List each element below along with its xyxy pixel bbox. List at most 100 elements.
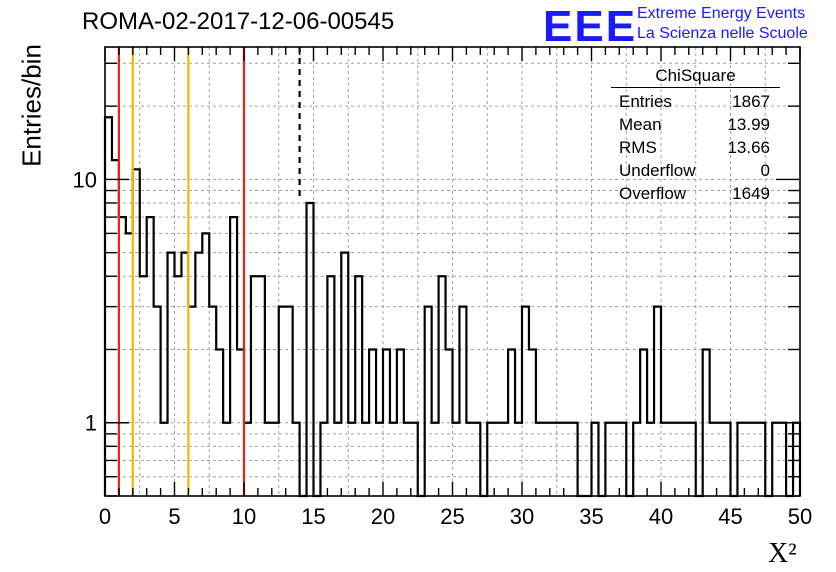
stats-label: RMS — [619, 138, 657, 157]
histogram-bin — [272, 423, 279, 496]
histogram-bin — [640, 349, 647, 496]
histogram-bin — [737, 423, 744, 496]
histogram-bin — [376, 423, 383, 496]
stats-box: ChiSquare Entries 1867 Mean 13.99 RMS 13.66… — [611, 66, 780, 205]
stats-row: RMS 13.66 — [611, 136, 780, 159]
histogram-bin — [473, 423, 480, 496]
histogram-bin — [744, 423, 751, 496]
stats-value: 13.99 — [727, 115, 770, 134]
stats-label: Underflow — [619, 161, 696, 180]
histogram-bin — [550, 423, 557, 496]
histogram-bin — [724, 423, 731, 496]
histogram-bin — [161, 423, 168, 496]
eee-logo: EEE — [543, 2, 638, 51]
y-tick-label: 1 — [85, 411, 97, 436]
histogram-bin — [195, 253, 202, 496]
x-tick-label: 5 — [168, 504, 180, 529]
y-tick-label: 10 — [73, 167, 97, 192]
histogram-bin — [605, 423, 612, 496]
histogram-bin — [175, 276, 182, 496]
histogram-bin — [522, 307, 529, 496]
histogram-bin — [209, 307, 216, 496]
chart-title: ROMA-02-2017-12-06-00545 — [82, 8, 395, 35]
histogram-bin — [168, 253, 175, 496]
stats-value: 1649 — [732, 184, 770, 203]
histogram-bin — [140, 276, 147, 496]
histogram-bin — [633, 423, 640, 496]
stats-row: Entries 1867 — [611, 90, 780, 113]
x-tick-label: 0 — [99, 504, 111, 529]
histogram-bin — [543, 423, 550, 496]
histogram-bin — [348, 423, 355, 496]
histogram-bin — [202, 233, 209, 496]
x-tick-label: 15 — [301, 504, 325, 529]
histogram-bin — [557, 423, 564, 496]
stats-label: Entries — [619, 92, 672, 111]
histogram-bin — [758, 423, 765, 496]
histogram-bin — [362, 423, 369, 496]
y-axis-label: Entries/bin — [16, 44, 47, 167]
histogram-bin — [293, 423, 300, 496]
histogram-bin — [320, 423, 327, 496]
histogram-bin — [571, 423, 578, 496]
histogram-bin — [508, 349, 515, 496]
histogram-bin — [612, 423, 619, 496]
histogram-bin — [453, 423, 460, 496]
stats-label: Mean — [619, 115, 662, 134]
histogram-bin — [494, 423, 501, 496]
histogram-bin — [147, 217, 154, 496]
stats-label: Overflow — [619, 184, 687, 203]
histogram-bin — [223, 423, 230, 496]
histogram-bin — [529, 349, 536, 496]
histogram-bin — [446, 349, 453, 496]
x-tick-label: 25 — [440, 504, 464, 529]
stats-value: 0 — [760, 161, 770, 180]
histogram-bin — [710, 423, 717, 496]
histogram-bin — [675, 423, 682, 496]
histogram-bin — [751, 423, 758, 496]
histogram-bin — [689, 423, 696, 496]
x-tick-label: 45 — [718, 504, 742, 529]
x-axis-label: X² — [768, 538, 797, 569]
histogram-bin — [397, 349, 404, 496]
histogram-bin — [619, 423, 626, 496]
stats-value: 1867 — [732, 92, 770, 111]
histogram-bin — [661, 423, 668, 496]
histogram-bin — [564, 423, 571, 496]
histogram-bin — [327, 276, 334, 496]
histogram-bin — [703, 349, 710, 496]
x-tick-label: 40 — [649, 504, 673, 529]
histogram-bin — [341, 253, 348, 496]
x-tick-label: 20 — [371, 504, 395, 529]
histogram-bin — [668, 423, 675, 496]
histogram-bin — [216, 349, 223, 496]
logo-line-2: La Scienza nelle Scuole — [637, 25, 808, 42]
histogram-bin — [307, 203, 314, 496]
histogram-bin — [459, 307, 466, 496]
histogram-bin — [501, 423, 508, 496]
histogram-bin — [334, 423, 341, 496]
histogram-bin — [265, 423, 272, 496]
histogram-bin — [487, 423, 494, 496]
histogram-bin — [682, 423, 689, 496]
histogram-bin — [258, 276, 265, 496]
histogram-bin — [466, 423, 473, 496]
histogram-bin — [432, 423, 439, 496]
x-tick-label: 35 — [579, 504, 603, 529]
histogram-bin — [717, 423, 724, 496]
histogram-bin — [536, 423, 543, 496]
histogram-bin — [154, 307, 161, 496]
histogram-bin — [383, 349, 390, 496]
x-tick-label: 30 — [510, 504, 534, 529]
histogram-bin — [439, 276, 446, 496]
stats-row: Mean 13.99 — [611, 113, 780, 136]
histogram-bin — [251, 276, 258, 496]
histogram-bin — [355, 276, 362, 496]
histogram-bin — [654, 307, 661, 496]
stats-row: Underflow 0 — [611, 159, 780, 182]
x-tick-label: 50 — [788, 504, 812, 529]
histogram-bin — [647, 423, 654, 496]
histogram-bin — [230, 217, 237, 496]
histogram-bin — [772, 423, 779, 496]
